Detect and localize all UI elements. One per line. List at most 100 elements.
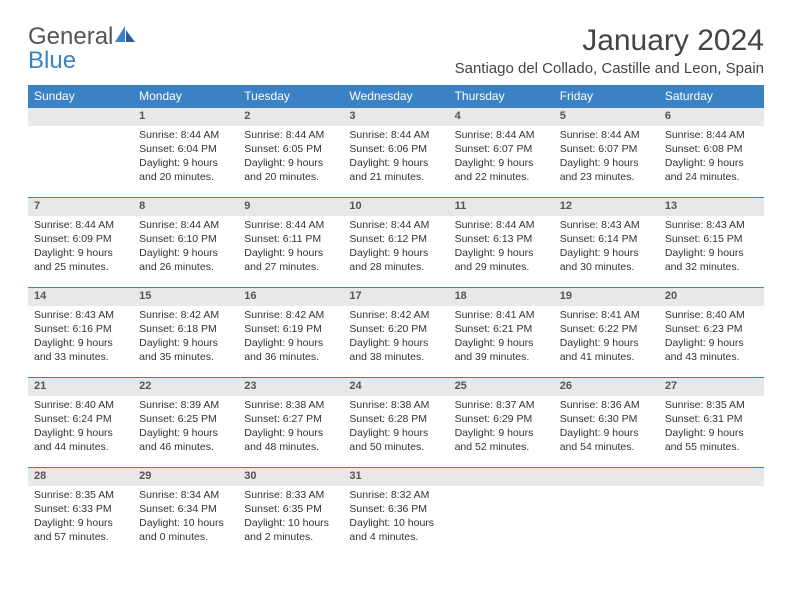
day-content-row: Sunrise: 8:44 AMSunset: 6:09 PMDaylight:… xyxy=(28,216,764,288)
day-content-cell: Sunrise: 8:44 AMSunset: 6:06 PMDaylight:… xyxy=(343,126,448,198)
day-number-cell: 18 xyxy=(449,288,554,306)
day-info-line: Sunset: 6:22 PM xyxy=(560,322,653,336)
logo-sail-icon xyxy=(113,24,137,44)
day-info-line: and 39 minutes. xyxy=(455,350,548,364)
day-number-cell: 3 xyxy=(343,108,448,126)
day-info-line: Daylight: 9 hours xyxy=(455,156,548,170)
day-content-cell: Sunrise: 8:44 AMSunset: 6:05 PMDaylight:… xyxy=(238,126,343,198)
day-content-cell xyxy=(659,486,764,558)
day-info-line: Daylight: 9 hours xyxy=(139,336,232,350)
day-number-cell: 5 xyxy=(554,108,659,126)
day-info-line: Daylight: 10 hours xyxy=(349,516,442,530)
day-info-line: Sunrise: 8:38 AM xyxy=(244,398,337,412)
day-header: Monday xyxy=(133,85,238,108)
day-number-cell: 22 xyxy=(133,378,238,396)
day-info-line: Sunset: 6:25 PM xyxy=(139,412,232,426)
day-number-cell: 25 xyxy=(449,378,554,396)
day-info-line: Sunset: 6:12 PM xyxy=(349,232,442,246)
location-text: Santiago del Collado, Castille and Leon,… xyxy=(455,60,764,77)
day-info-line: Sunset: 6:07 PM xyxy=(560,142,653,156)
day-info-line: Sunrise: 8:41 AM xyxy=(560,308,653,322)
day-info-line: and 38 minutes. xyxy=(349,350,442,364)
day-header: Sunday xyxy=(28,85,133,108)
day-info-line: Daylight: 9 hours xyxy=(665,156,758,170)
day-content-cell xyxy=(28,126,133,198)
day-info-line: Sunset: 6:30 PM xyxy=(560,412,653,426)
day-info-line: Daylight: 9 hours xyxy=(349,426,442,440)
day-number-cell: 27 xyxy=(659,378,764,396)
day-info-line: Sunset: 6:07 PM xyxy=(455,142,548,156)
day-info-line: Sunset: 6:15 PM xyxy=(665,232,758,246)
day-info-line: Daylight: 9 hours xyxy=(665,426,758,440)
day-info-line: Sunset: 6:20 PM xyxy=(349,322,442,336)
day-info-line: and 4 minutes. xyxy=(349,530,442,544)
day-info-line: and 32 minutes. xyxy=(665,260,758,274)
logo-part1: General xyxy=(28,23,113,50)
day-content-cell: Sunrise: 8:38 AMSunset: 6:28 PMDaylight:… xyxy=(343,396,448,468)
page-header: General Blue January 2024 Santiago del C… xyxy=(28,24,764,77)
day-info-line: Sunrise: 8:43 AM xyxy=(665,218,758,232)
day-number-cell: 29 xyxy=(133,468,238,486)
day-info-line: Sunset: 6:06 PM xyxy=(349,142,442,156)
day-info-line: Sunrise: 8:44 AM xyxy=(349,218,442,232)
day-info-line: Sunrise: 8:44 AM xyxy=(244,218,337,232)
day-content-cell: Sunrise: 8:44 AMSunset: 6:10 PMDaylight:… xyxy=(133,216,238,288)
day-info-line: Sunrise: 8:44 AM xyxy=(139,218,232,232)
day-number-cell: 14 xyxy=(28,288,133,306)
day-number-cell: 17 xyxy=(343,288,448,306)
day-content-cell: Sunrise: 8:44 AMSunset: 6:11 PMDaylight:… xyxy=(238,216,343,288)
day-info-line: and 29 minutes. xyxy=(455,260,548,274)
day-info-line: Sunrise: 8:44 AM xyxy=(34,218,127,232)
day-info-line: Daylight: 9 hours xyxy=(34,426,127,440)
day-info-line: Sunrise: 8:34 AM xyxy=(139,488,232,502)
day-info-line: Sunset: 6:19 PM xyxy=(244,322,337,336)
day-info-line: Sunset: 6:11 PM xyxy=(244,232,337,246)
day-content-row: Sunrise: 8:40 AMSunset: 6:24 PMDaylight:… xyxy=(28,396,764,468)
day-info-line: Sunset: 6:09 PM xyxy=(34,232,127,246)
day-info-line: Daylight: 10 hours xyxy=(244,516,337,530)
day-info-line: and 44 minutes. xyxy=(34,440,127,454)
day-info-line: Daylight: 9 hours xyxy=(455,246,548,260)
day-number-row: 14151617181920 xyxy=(28,288,764,306)
day-info-line: and 41 minutes. xyxy=(560,350,653,364)
day-info-line: Sunrise: 8:40 AM xyxy=(665,308,758,322)
day-info-line: Daylight: 9 hours xyxy=(349,336,442,350)
day-info-line: Sunset: 6:23 PM xyxy=(665,322,758,336)
day-info-line: and 54 minutes. xyxy=(560,440,653,454)
day-content-cell: Sunrise: 8:32 AMSunset: 6:36 PMDaylight:… xyxy=(343,486,448,558)
day-info-line: Sunset: 6:31 PM xyxy=(665,412,758,426)
day-content-cell: Sunrise: 8:44 AMSunset: 6:09 PMDaylight:… xyxy=(28,216,133,288)
day-info-line: Sunset: 6:13 PM xyxy=(455,232,548,246)
day-content-cell: Sunrise: 8:35 AMSunset: 6:33 PMDaylight:… xyxy=(28,486,133,558)
day-info-line: Sunrise: 8:35 AM xyxy=(665,398,758,412)
day-content-cell: Sunrise: 8:40 AMSunset: 6:24 PMDaylight:… xyxy=(28,396,133,468)
day-info-line: Sunset: 6:21 PM xyxy=(455,322,548,336)
day-info-line: and 50 minutes. xyxy=(349,440,442,454)
day-content-cell: Sunrise: 8:38 AMSunset: 6:27 PMDaylight:… xyxy=(238,396,343,468)
day-info-line: Sunrise: 8:40 AM xyxy=(34,398,127,412)
day-info-line: Sunset: 6:33 PM xyxy=(34,502,127,516)
day-info-line: Daylight: 9 hours xyxy=(139,156,232,170)
day-info-line: Sunset: 6:36 PM xyxy=(349,502,442,516)
day-info-line: Sunrise: 8:41 AM xyxy=(455,308,548,322)
day-info-line: Sunrise: 8:33 AM xyxy=(244,488,337,502)
day-info-line: Sunset: 6:16 PM xyxy=(34,322,127,336)
day-info-line: Daylight: 9 hours xyxy=(244,156,337,170)
day-info-line: Daylight: 9 hours xyxy=(244,426,337,440)
day-info-line: and 0 minutes. xyxy=(139,530,232,544)
day-info-line: and 23 minutes. xyxy=(560,170,653,184)
day-content-row: Sunrise: 8:43 AMSunset: 6:16 PMDaylight:… xyxy=(28,306,764,378)
day-info-line: Daylight: 9 hours xyxy=(139,246,232,260)
day-content-cell: Sunrise: 8:40 AMSunset: 6:23 PMDaylight:… xyxy=(659,306,764,378)
day-number-cell: 7 xyxy=(28,198,133,216)
day-content-cell: Sunrise: 8:42 AMSunset: 6:18 PMDaylight:… xyxy=(133,306,238,378)
day-info-line: Daylight: 9 hours xyxy=(34,336,127,350)
day-info-line: Daylight: 10 hours xyxy=(139,516,232,530)
day-number-cell: 28 xyxy=(28,468,133,486)
day-info-line: Daylight: 9 hours xyxy=(665,246,758,260)
day-info-line: Sunset: 6:18 PM xyxy=(139,322,232,336)
day-info-line: Daylight: 9 hours xyxy=(349,156,442,170)
day-content-cell: Sunrise: 8:42 AMSunset: 6:19 PMDaylight:… xyxy=(238,306,343,378)
day-content-cell: Sunrise: 8:43 AMSunset: 6:15 PMDaylight:… xyxy=(659,216,764,288)
day-content-cell: Sunrise: 8:44 AMSunset: 6:13 PMDaylight:… xyxy=(449,216,554,288)
